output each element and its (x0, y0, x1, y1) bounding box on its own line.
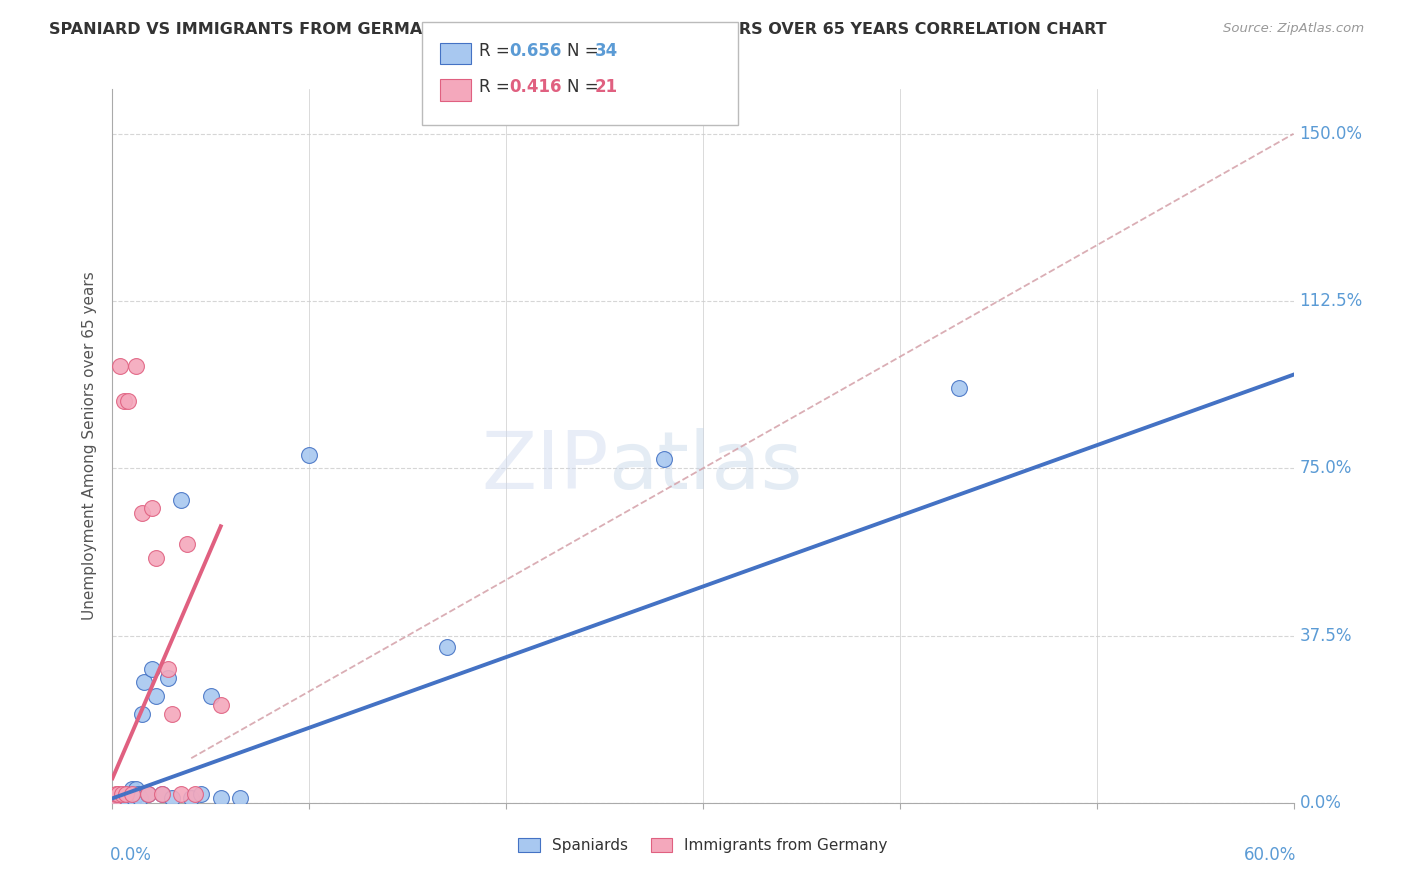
Point (209, 698, 232, 712)
Point (112, 394, 135, 409)
Point (209, 791, 232, 805)
Point (156, 671, 179, 685)
Point (180, 791, 202, 805)
Point (121, 787, 143, 801)
Point (652, 452, 675, 467)
Point (170, 787, 193, 801)
Text: 0.0%: 0.0% (1299, 794, 1341, 812)
Point (103, 791, 125, 805)
Point (110, 359, 132, 373)
Point (132, 675, 155, 690)
Point (160, 791, 183, 805)
Point (170, 492, 193, 507)
Point (145, 689, 167, 703)
Point (111, 791, 134, 805)
Point (110, 791, 132, 805)
Point (107, 787, 129, 801)
Text: 75.0%: 75.0% (1299, 459, 1351, 477)
Point (141, 501, 163, 516)
Point (105, 791, 128, 805)
Point (112, 794, 135, 808)
Point (125, 782, 148, 797)
Point (229, 791, 252, 805)
Point (127, 787, 149, 801)
Point (107, 794, 129, 808)
Text: atlas: atlas (609, 428, 803, 507)
Point (200, 689, 222, 703)
Point (160, 706, 183, 721)
Point (150, 787, 173, 801)
Point (436, 640, 458, 654)
Text: 0.656: 0.656 (509, 42, 561, 60)
Text: Source: ZipAtlas.com: Source: ZipAtlas.com (1223, 22, 1364, 36)
Text: 0.416: 0.416 (509, 78, 561, 96)
Point (121, 782, 143, 797)
Text: N =: N = (567, 42, 603, 60)
Point (141, 662, 163, 676)
Text: 150.0%: 150.0% (1299, 125, 1362, 143)
Text: 60.0%: 60.0% (1243, 846, 1296, 863)
Point (131, 706, 153, 721)
Text: 34: 34 (595, 42, 619, 60)
Point (176, 537, 198, 551)
Legend: Spaniards, Immigrants from Germany: Spaniards, Immigrants from Germany (512, 831, 894, 859)
Point (129, 791, 152, 805)
Point (145, 550, 167, 565)
Text: 21: 21 (595, 78, 617, 96)
Text: 0.0%: 0.0% (110, 846, 152, 863)
Point (150, 787, 173, 801)
Text: 112.5%: 112.5% (1299, 292, 1362, 310)
Text: N =: N = (567, 78, 603, 96)
Point (111, 787, 134, 801)
Text: R =: R = (479, 42, 516, 60)
Point (117, 394, 139, 409)
Point (122, 791, 145, 805)
Point (105, 787, 128, 801)
Text: R =: R = (479, 78, 516, 96)
Point (190, 787, 212, 801)
Y-axis label: Unemployment Among Seniors over 65 years: Unemployment Among Seniors over 65 years (82, 272, 97, 620)
Point (298, 448, 321, 462)
Point (121, 787, 143, 801)
Point (136, 787, 159, 801)
Point (125, 359, 148, 373)
Point (948, 381, 970, 395)
Point (156, 662, 179, 676)
Point (120, 787, 142, 801)
Point (107, 791, 129, 805)
Text: SPANIARD VS IMMIGRANTS FROM GERMANY UNEMPLOYMENT AMONG SENIORS OVER 65 YEARS COR: SPANIARD VS IMMIGRANTS FROM GERMANY UNEM… (49, 22, 1107, 37)
Point (111, 794, 134, 808)
Point (136, 787, 159, 801)
Point (131, 506, 153, 520)
Point (184, 787, 207, 801)
Point (117, 794, 139, 808)
Point (115, 791, 138, 805)
Text: 37.5%: 37.5% (1299, 626, 1353, 645)
Text: ZIP: ZIP (481, 428, 609, 507)
Point (115, 787, 138, 801)
